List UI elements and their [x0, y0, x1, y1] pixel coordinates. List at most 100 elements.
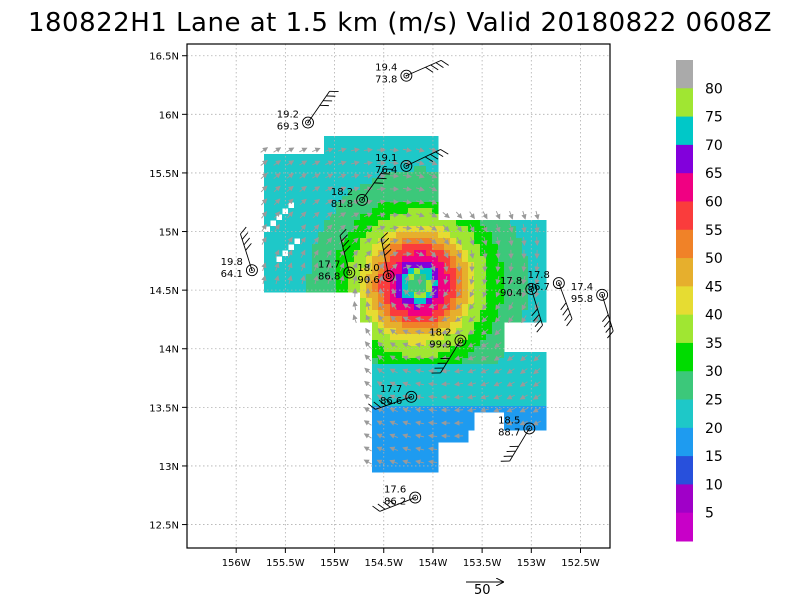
y-tick-label: 14N [159, 345, 179, 356]
colorbar-label: 5 [705, 506, 714, 522]
station-temperature: 19.2 [277, 110, 299, 121]
colorbar-label: 60 [705, 194, 723, 210]
colorbar-swatch [676, 484, 693, 514]
station-marker: 17.786.6 [368, 384, 418, 410]
station-humidity: 90.4 [500, 288, 522, 299]
y-tick-label: 14.5N [149, 286, 179, 297]
station-temperature: 18.5 [498, 415, 520, 426]
x-tick-label: 156W [222, 558, 251, 569]
colorbar-swatch [676, 173, 693, 202]
colorbar-swatch [676, 60, 693, 89]
station-marker: 17.890.4 [500, 276, 543, 333]
colorbar-label: 70 [705, 138, 723, 154]
x-tick-label: 154W [418, 558, 447, 569]
dropsonde-stations: 19.473.819.269.319.176.418.281.819.864.1… [221, 59, 614, 512]
colorbar-swatch [676, 342, 693, 372]
colorbar-swatch [676, 229, 693, 259]
colorbar: 80 75 70 65 60 55 50 45 40 35 30 25 20 15 10 5 [676, 60, 723, 542]
station-humidity: 64.1 [221, 269, 243, 280]
y-axis-ticks: 16.5N 16N 15.5N 15N 14.5N 14N 13.5N 13N 12.5N [149, 52, 187, 532]
colorbar-label: 20 [705, 421, 723, 437]
colorbar-label: 80 [705, 81, 723, 97]
station-humidity: 69.3 [277, 122, 299, 133]
colorbar-swatch [676, 512, 693, 542]
station-marker: 17.686.2 [372, 485, 422, 512]
station-marker: 18.299.9 [429, 328, 467, 374]
station-temperature: 19.8 [221, 257, 243, 268]
plot-title: 180822H1 Lane at 1.5 km (m/s) Valid 2018… [27, 8, 773, 38]
x-tick-label: 155W [320, 558, 349, 569]
station-marker: 19.864.1 [221, 226, 258, 280]
colorbar-swatch [676, 201, 693, 231]
colorbar-label: 30 [705, 364, 723, 380]
colorbar-swatch [676, 116, 693, 146]
y-tick-label: 12.5N [149, 521, 179, 532]
station-humidity: 90.6 [357, 275, 379, 286]
colorbar-swatch [676, 286, 693, 316]
station-humidity: 76.4 [375, 165, 397, 176]
reference-vector-label: 50 [474, 583, 491, 598]
x-tick-label: 152.5W [561, 558, 600, 569]
colorbar-swatch [676, 88, 693, 118]
y-tick-label: 16.5N [149, 52, 179, 63]
station-temperature: 17.7 [380, 384, 402, 395]
station-humidity: 99.9 [429, 340, 451, 351]
colorbar-label: 45 [705, 279, 723, 295]
colorbar-swatch [676, 258, 693, 287]
colorbar-swatch [676, 371, 693, 401]
station-temperature: 19.4 [375, 63, 397, 74]
station-marker: 19.473.8 [375, 59, 449, 86]
colorbar-label: 25 [705, 393, 723, 409]
y-tick-label: 15.5N [149, 169, 179, 180]
x-tick-label: 154.5W [364, 558, 403, 569]
colorbar-label: 50 [705, 251, 723, 267]
station-temperature: 17.4 [571, 282, 593, 293]
colorbar-swatch [676, 427, 693, 457]
station-marker: 17.786.8 [318, 228, 356, 283]
station-humidity: 95.8 [571, 294, 593, 305]
x-tick-label: 153W [517, 558, 546, 569]
colorbar-label: 15 [705, 449, 723, 465]
colorbar-swatch [676, 456, 693, 485]
station-humidity: 81.8 [331, 199, 353, 210]
colorbar-label: 35 [705, 336, 723, 352]
station-temperature: 19.1 [375, 153, 397, 164]
station-temperature: 18.0 [357, 263, 379, 274]
station-marker: 18.090.6 [357, 232, 395, 286]
station-humidity: 86.6 [380, 396, 402, 407]
x-tick-label: 153.5W [463, 558, 502, 569]
station-humidity: 96.7 [528, 282, 550, 293]
y-tick-label: 13N [159, 462, 179, 473]
station-humidity: 88.7 [498, 427, 520, 438]
station-temperature: 18.2 [429, 328, 451, 339]
station-marker: 19.269.3 [277, 90, 339, 133]
colorbar-swatch [676, 399, 693, 429]
colorbar-label: 75 [705, 110, 723, 126]
station-temperature: 17.7 [318, 260, 340, 271]
station-temperature: 18.2 [331, 187, 353, 198]
plot-frame [186, 43, 611, 549]
colorbar-label: 10 [705, 477, 723, 493]
station-humidity: 86.8 [318, 272, 340, 283]
wind-vectors [260, 147, 541, 465]
colorbar-label: 55 [705, 223, 723, 239]
station-marker: 19.176.4 [375, 149, 449, 176]
station-marker: 17.495.8 [571, 282, 614, 339]
y-tick-label: 16N [159, 110, 179, 121]
y-tick-label: 15N [159, 228, 179, 239]
lat-lon-grid [187, 44, 610, 548]
colorbar-label: 40 [705, 308, 723, 324]
y-tick-label: 13.5N [149, 403, 179, 414]
x-tick-label: 155.5W [266, 558, 305, 569]
station-temperature: 17.8 [500, 276, 522, 287]
station-temperature: 17.6 [384, 485, 406, 496]
station-humidity: 73.8 [375, 75, 397, 86]
station-marker: 17.896.7 [528, 270, 573, 327]
colorbar-label: 65 [705, 166, 723, 182]
colorbar-swatch [676, 144, 693, 174]
station-marker: 18.281.8 [331, 168, 394, 210]
station-temperature: 17.8 [528, 270, 550, 281]
station-marker: 18.588.7 [498, 415, 536, 462]
x-axis-ticks: 156W 155.5W 155W 154.5W 154W 153.5W 153W 152.5W [222, 548, 600, 569]
